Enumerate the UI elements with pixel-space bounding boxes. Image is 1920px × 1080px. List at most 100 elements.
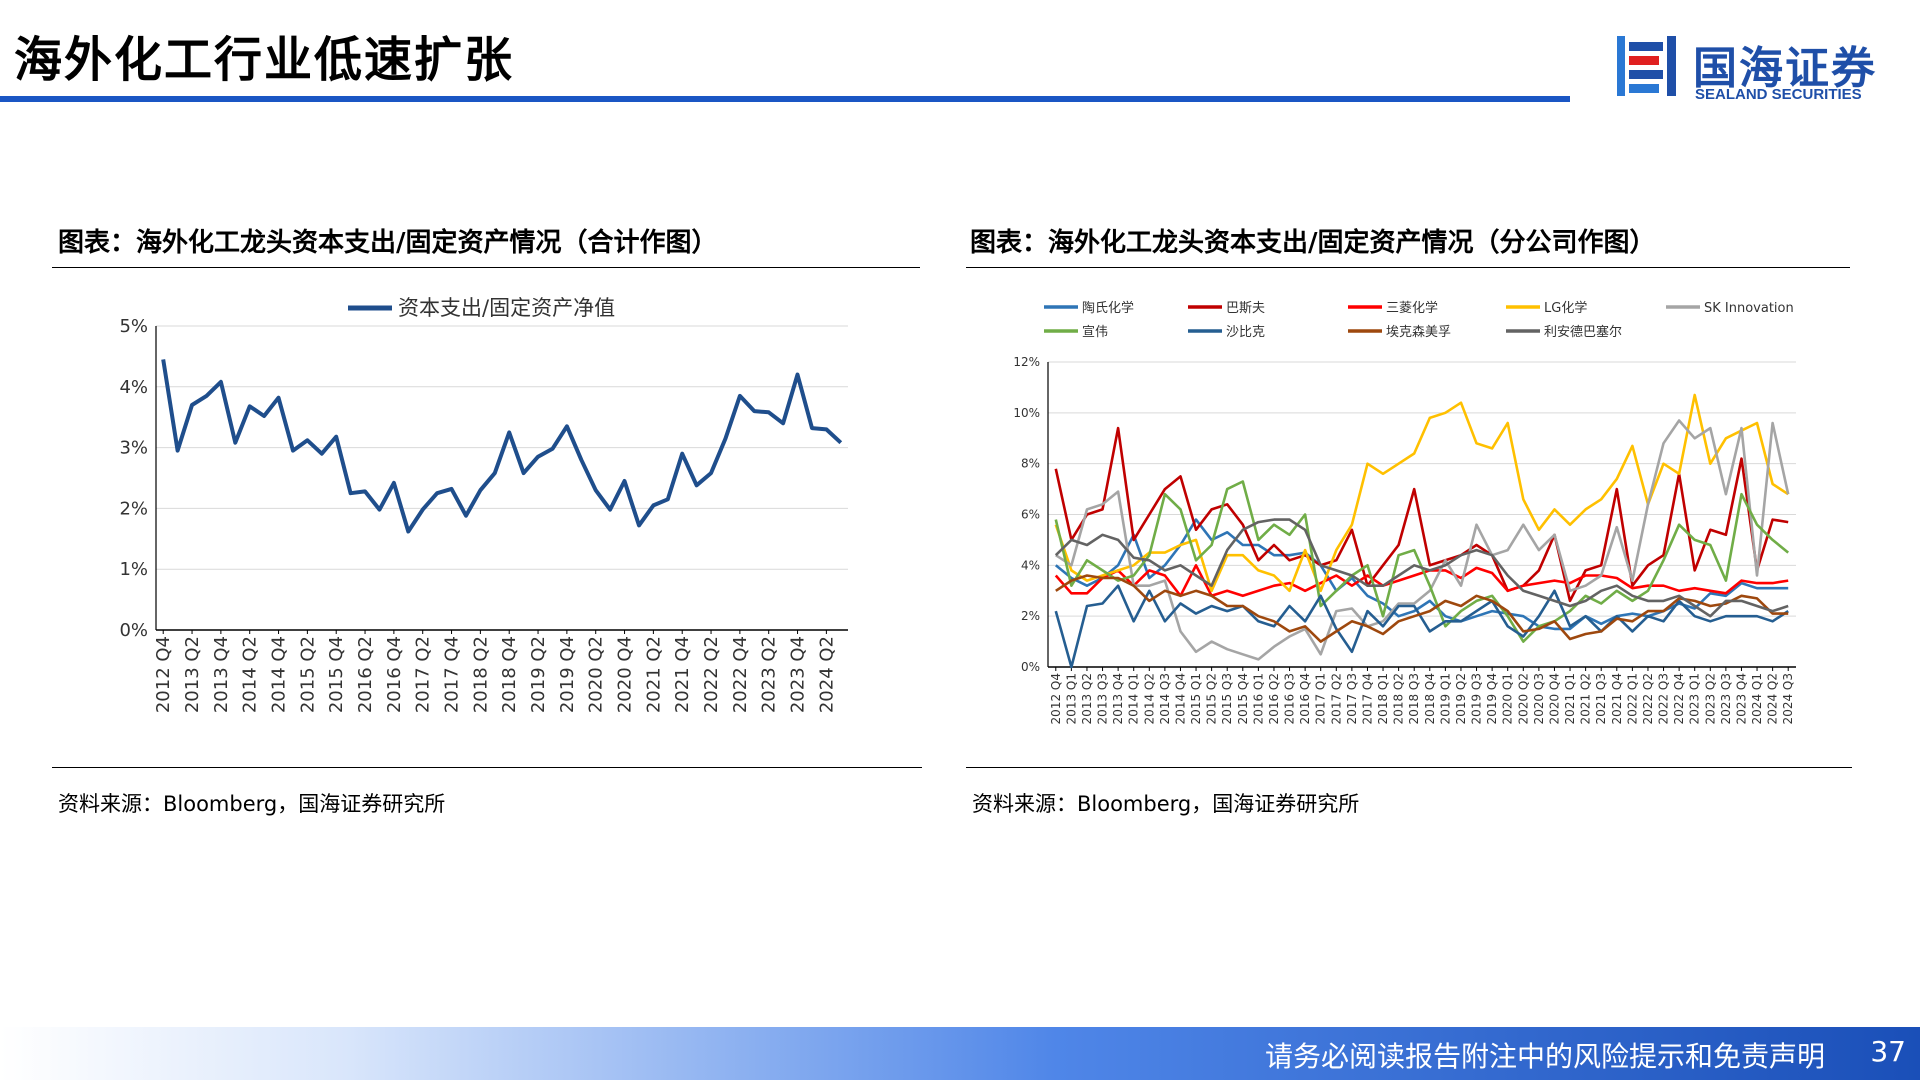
x-tick-label: 2015 Q4	[1236, 673, 1250, 724]
legend-item: 宣伟	[1044, 324, 1108, 340]
x-tick-label: 2016 Q2	[1267, 673, 1281, 724]
left-source-note: 资料来源：Bloomberg，国海证券研究所	[58, 792, 446, 816]
x-tick-label: 2019 Q3	[1470, 673, 1484, 724]
x-tick-label: 2017 Q3	[1345, 673, 1359, 724]
x-tick-label: 2020 Q1	[1501, 673, 1515, 724]
x-tick-label: 2019 Q2	[1454, 673, 1468, 724]
x-tick-label: 2018 Q2	[1392, 673, 1406, 724]
x-tick-label: 2016 Q2	[355, 636, 376, 713]
legend-label: 利安德巴塞尔	[1544, 324, 1622, 340]
x-tick-label: 2022 Q3	[1657, 673, 1671, 724]
x-tick-label: 2022 Q4	[730, 636, 751, 713]
y-tick-label: 1%	[119, 559, 148, 580]
legend-label: 宣伟	[1082, 324, 1108, 340]
left-chart: 0% 1% 2% 3% 4% 5% 2012 Q4 2013 Q2 2013 Q4 2014 Q2…	[52, 280, 920, 760]
x-tick-label: 2020 Q3	[1532, 673, 1546, 724]
brand-logo: 国海证券 SEALAND SECURITIES	[1615, 28, 1885, 108]
x-tick-label: 2013 Q3	[1096, 673, 1110, 724]
x-tick-label: 2017 Q2	[413, 636, 434, 713]
x-tick-label: 2014 Q4	[1173, 673, 1187, 724]
x-tick-label: 2016 Q3	[1283, 673, 1297, 724]
x-tick-label: 2018 Q4	[1423, 673, 1437, 724]
legend-item: LG化学	[1506, 300, 1587, 316]
series-line-沙比克	[1054, 584, 1789, 669]
x-tick-label: 2012 Q4	[1049, 673, 1063, 724]
x-tick-label: 2023 Q1	[1688, 673, 1702, 724]
x-tick-label: 2019 Q4	[1485, 673, 1499, 724]
x-tick-label: 2017 Q4	[442, 636, 463, 713]
x-tick-label: 2022 Q2	[701, 636, 722, 713]
left-chart-svg: 0% 1% 2% 3% 4% 5% 2012 Q4 2013 Q2 2013 Q4 2014 Q2…	[119, 296, 848, 713]
x-tick-label: 2014 Q4	[269, 636, 290, 713]
y-tick-label: 2%	[119, 498, 148, 519]
x-tick-label: 2020 Q4	[615, 636, 636, 713]
page-number: 37	[1870, 1035, 1906, 1068]
legend: 资本支出/固定资产净值	[348, 296, 615, 320]
x-tick-label: 2016 Q4	[384, 636, 405, 713]
x-tick-label: 2012 Q4	[153, 636, 174, 713]
x-tick-label: 2020 Q2	[586, 636, 607, 713]
legend-label: 埃克森美孚	[1386, 325, 1451, 340]
x-tick-label: 2020 Q2	[1516, 673, 1530, 724]
right-chart-title: 图表：海外化工龙头资本支出/固定资产情况（分公司作图）	[970, 228, 1656, 258]
x-tick-label: 2021 Q2	[643, 636, 664, 713]
x-tick-label: 2017 Q2	[1329, 673, 1343, 724]
x-tick-label: 2015 Q1	[1189, 673, 1203, 724]
y-tick-label: 0%	[119, 620, 148, 641]
x-tick-label: 2019 Q1	[1438, 673, 1452, 724]
y-tick-label: 5%	[119, 316, 148, 337]
x-tick-label: 2024 Q2	[816, 636, 837, 713]
right-chart-svg: 0%2%4%6%8%10%12%2012 Q4 2013 Q1 2013 Q2 201…	[1013, 300, 1796, 724]
x-tick-label: 2013 Q2	[1080, 673, 1094, 724]
x-tick-label: 2021 Q4	[1610, 673, 1624, 724]
y-tick-label: 6%	[1021, 508, 1040, 522]
x-tick-label: 2016 Q4	[1298, 673, 1312, 724]
x-tick-label: 2017 Q1	[1314, 673, 1328, 724]
y-tick-label: 10%	[1013, 406, 1040, 420]
series-line-SK Innovation	[1055, 419, 1790, 661]
legend-item: 利安德巴塞尔	[1506, 324, 1622, 340]
logo-english-name: SEALAND SECURITIES	[1695, 86, 1862, 103]
x-tick-label: 2022 Q1	[1625, 673, 1639, 724]
x-tick-label: 2013 Q4	[1111, 673, 1125, 724]
y-tick-label: 0%	[1021, 660, 1040, 674]
y-tick-label: 2%	[1021, 609, 1040, 623]
left-bottom-rule	[52, 767, 922, 768]
x-tick-label: 2015 Q2	[297, 636, 318, 713]
y-tick-label: 8%	[1021, 457, 1040, 471]
y-tick-label: 12%	[1013, 355, 1040, 369]
x-tick-label: 2024 Q3	[1781, 673, 1795, 724]
series-line-资本支出/固定资产净值	[161, 359, 843, 534]
left-chart-title: 图表：海外化工龙头资本支出/固定资产情况（合计作图）	[58, 228, 718, 258]
y-tick-label: 3%	[119, 438, 148, 459]
x-tick-label: 2014 Q2	[240, 636, 261, 713]
legend-item: SK Innovation	[1666, 301, 1794, 316]
footer-bar: 请务必阅读报告附注中的风险提示和免责声明 37	[0, 1027, 1920, 1080]
y-tick-label: 4%	[119, 377, 148, 398]
legend-label: 陶氏化学	[1082, 300, 1134, 316]
x-tick-label: 2019 Q2	[528, 636, 549, 713]
legend-item: 陶氏化学	[1044, 300, 1134, 316]
x-tick-label: 2018 Q2	[470, 636, 491, 713]
logo-chinese-name: 国海证券	[1693, 43, 1877, 94]
x-tick-label: 2013 Q2	[182, 636, 203, 713]
x-tick-label: 2017 Q4	[1360, 673, 1374, 724]
x-tick-label: 2015 Q3	[1220, 673, 1234, 724]
x-tick-label: 2022 Q4	[1672, 673, 1686, 724]
x-tick-label: 2024 Q2	[1766, 673, 1780, 724]
x-tick-label: 2014 Q1	[1127, 673, 1141, 724]
x-tick-label: 2018 Q4	[499, 636, 520, 713]
series-line-利安德巴塞尔	[1054, 518, 1789, 618]
legend-label: 沙比克	[1226, 325, 1265, 340]
x-tick-label: 2014 Q2	[1142, 673, 1156, 724]
x-tick-label: 2022 Q2	[1641, 673, 1655, 724]
legend-label: LG化学	[1544, 300, 1587, 316]
legend-label: 巴斯夫	[1226, 301, 1265, 316]
legend-label: 资本支出/固定资产净值	[398, 296, 615, 320]
page-title: 海外化工行业低速扩张	[14, 32, 515, 88]
right-source-note: 资料来源：Bloomberg，国海证券研究所	[972, 792, 1360, 816]
x-tick-label: 2023 Q2	[1703, 673, 1717, 724]
x-tick-label: 2023 Q3	[1719, 673, 1733, 724]
series-line-LG化学	[1054, 393, 1789, 593]
x-tick-label: 2024 Q1	[1750, 673, 1764, 724]
